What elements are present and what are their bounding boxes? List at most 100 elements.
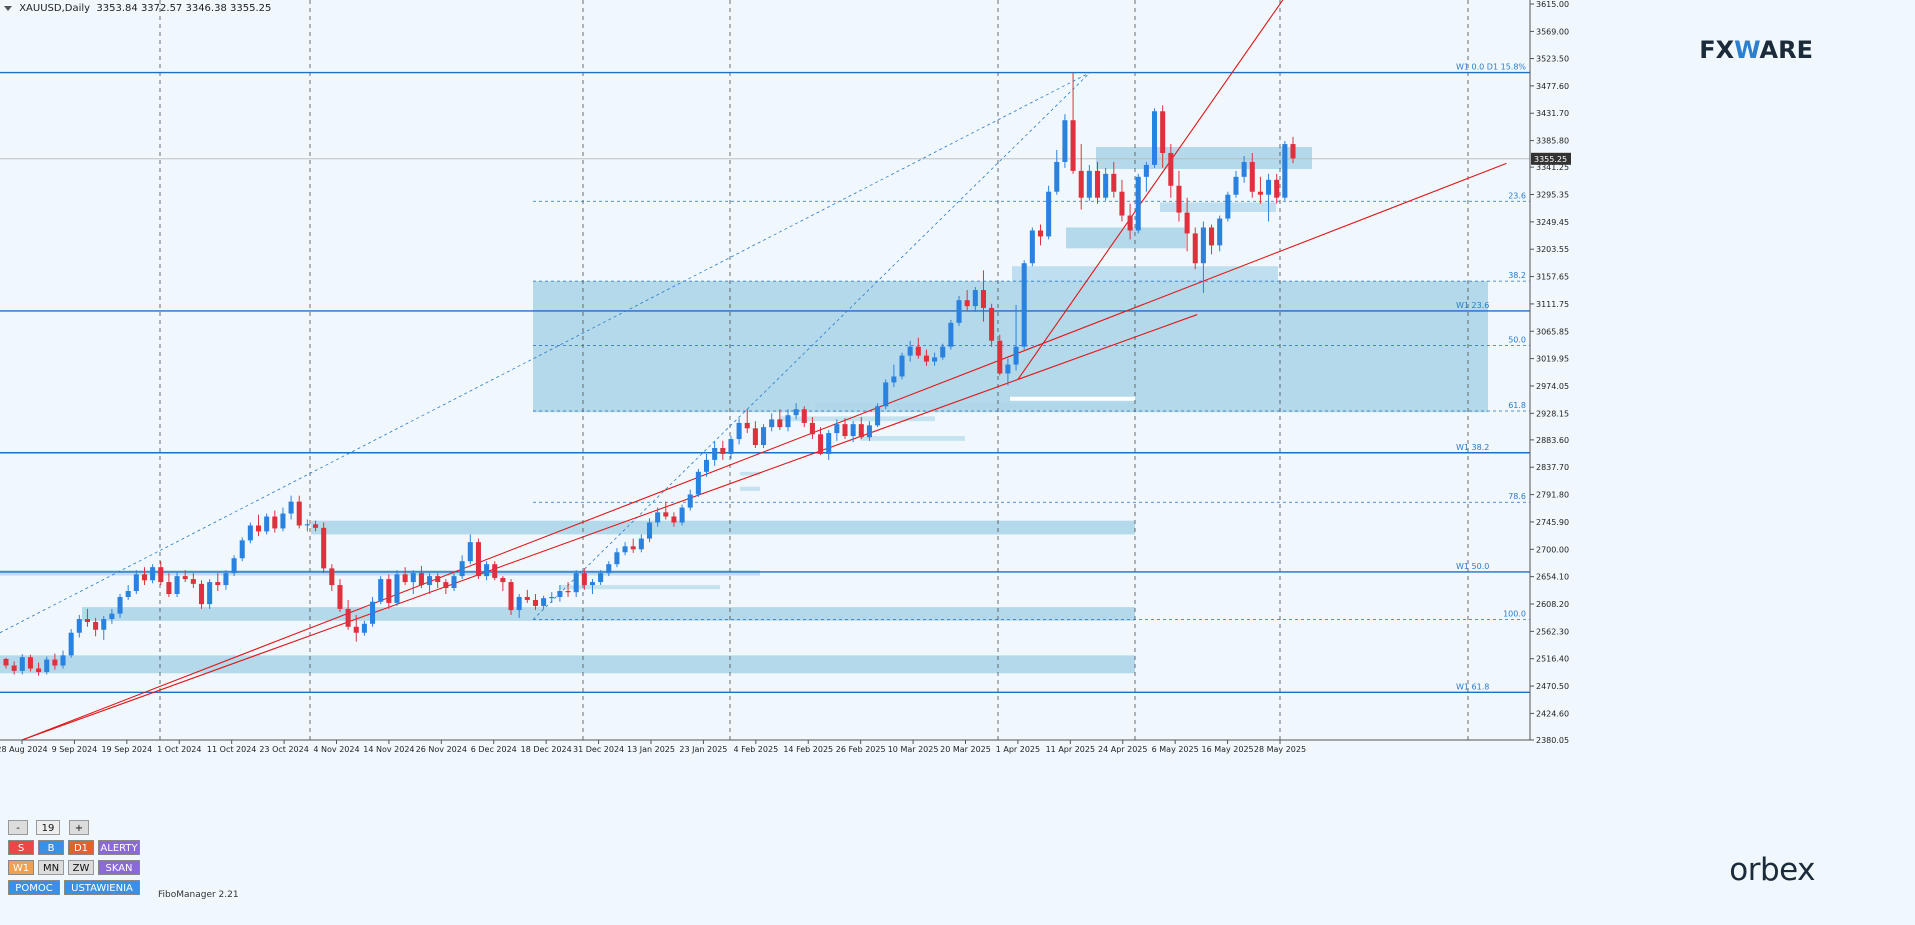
time-tick-label: 4 Feb 2025 <box>733 745 778 754</box>
time-tick-label: 28 May 2025 <box>1254 745 1306 754</box>
candle <box>296 495 302 529</box>
candle-body <box>27 657 33 669</box>
candle-body <box>52 659 58 666</box>
price-tick-label: 3249.45 <box>1536 218 1569 227</box>
candle <box>801 406 807 428</box>
candle-body <box>459 561 465 577</box>
candle-body <box>361 623 367 633</box>
candle <box>182 570 188 583</box>
candle <box>231 555 237 577</box>
price-tick-label: 2470.50 <box>1536 682 1569 691</box>
candle <box>989 303 995 347</box>
candle-body <box>728 439 734 454</box>
candle <box>1249 152 1255 198</box>
candle-body <box>891 376 897 383</box>
plus-button[interactable]: + <box>69 820 89 835</box>
zw-button[interactable]: ZW <box>68 860 94 875</box>
sell-button[interactable]: S <box>8 840 34 855</box>
candle <box>932 352 938 366</box>
candle-body <box>337 585 343 609</box>
candle-body <box>826 433 832 454</box>
skan-button[interactable]: SKAN <box>98 860 140 875</box>
candle <box>1135 173 1141 234</box>
candle-body <box>141 574 147 581</box>
candle-body <box>736 422 742 440</box>
alerty-button[interactable]: ALERTY <box>98 840 140 855</box>
candle-body <box>915 346 921 356</box>
candle <box>818 427 824 456</box>
mn-button[interactable]: MN <box>38 860 64 875</box>
candle <box>304 519 310 532</box>
candle <box>614 548 620 568</box>
zone-rect <box>82 607 1135 621</box>
candle-body <box>158 567 164 583</box>
candle-body <box>1094 170 1101 198</box>
candle-body <box>866 425 872 438</box>
candle <box>190 573 196 589</box>
candle <box>1168 144 1174 198</box>
candle <box>589 579 596 594</box>
time-tick-label: 6 May 2025 <box>1152 745 1199 754</box>
candle-body <box>296 501 302 526</box>
candle <box>671 512 677 527</box>
candle <box>198 580 205 609</box>
candle-body <box>793 409 799 416</box>
d1-button[interactable]: D1 <box>68 840 94 855</box>
collapse-triangle-icon[interactable] <box>4 5 12 11</box>
time-tick-label: 4 Nov 2024 <box>313 745 359 754</box>
candle-body <box>304 524 310 526</box>
candle-body <box>231 558 237 574</box>
candle <box>1233 170 1239 198</box>
candle-body <box>565 591 571 593</box>
candle-body <box>541 598 547 606</box>
zone-rect <box>0 570 760 576</box>
buy-button[interactable]: B <box>38 840 64 855</box>
candle-body <box>36 668 42 673</box>
candle-body <box>1241 161 1247 177</box>
candle-body <box>68 632 74 656</box>
time-tick-label: 23 Oct 2024 <box>259 745 308 754</box>
fib-level-label: 78.6 <box>1508 492 1526 501</box>
zone-rect <box>815 403 1135 410</box>
ustawienia-button[interactable]: USTAWIENIA <box>64 880 140 895</box>
candle-body <box>418 573 424 586</box>
zone-rect <box>0 655 1135 674</box>
weekly-level-label: W1 38.2 <box>1456 443 1489 452</box>
zone-gap <box>1010 396 1135 401</box>
candle-body <box>125 591 131 597</box>
last-price-tag <box>1531 152 1571 165</box>
candle <box>337 579 343 612</box>
fibo-ray-line <box>532 72 1091 620</box>
w1-button[interactable]: W1 <box>8 860 34 875</box>
candle-body <box>842 424 848 437</box>
candle <box>288 495 294 520</box>
minus-button[interactable]: - <box>8 820 28 835</box>
candle <box>378 576 384 605</box>
candle-body <box>1078 170 1084 198</box>
price-tick-label: 2380.05 <box>1536 736 1569 745</box>
candle <box>125 585 131 600</box>
candle <box>524 589 530 603</box>
candle <box>484 561 490 581</box>
pomoc-button[interactable]: POMOC <box>8 880 60 895</box>
candle <box>76 614 82 638</box>
candle-body <box>1143 164 1149 177</box>
candle <box>785 409 791 432</box>
zone-rect <box>780 416 935 422</box>
time-tick-label: 11 Oct 2024 <box>207 745 256 754</box>
candle-body <box>875 406 881 426</box>
candle <box>68 629 74 658</box>
candle <box>899 352 905 380</box>
fxware-logo: FXWARE <box>1699 36 1813 64</box>
count-field[interactable]: 19 <box>36 820 60 835</box>
weekly-level-label: W1 61.8 <box>1456 682 1489 691</box>
candle-body <box>1111 173 1117 192</box>
candle <box>940 343 946 360</box>
candle-body <box>1160 111 1166 153</box>
candle-body <box>150 567 156 581</box>
candle <box>744 409 750 434</box>
candle <box>1266 173 1272 222</box>
time-tick-label: 13 Jan 2025 <box>627 745 675 754</box>
